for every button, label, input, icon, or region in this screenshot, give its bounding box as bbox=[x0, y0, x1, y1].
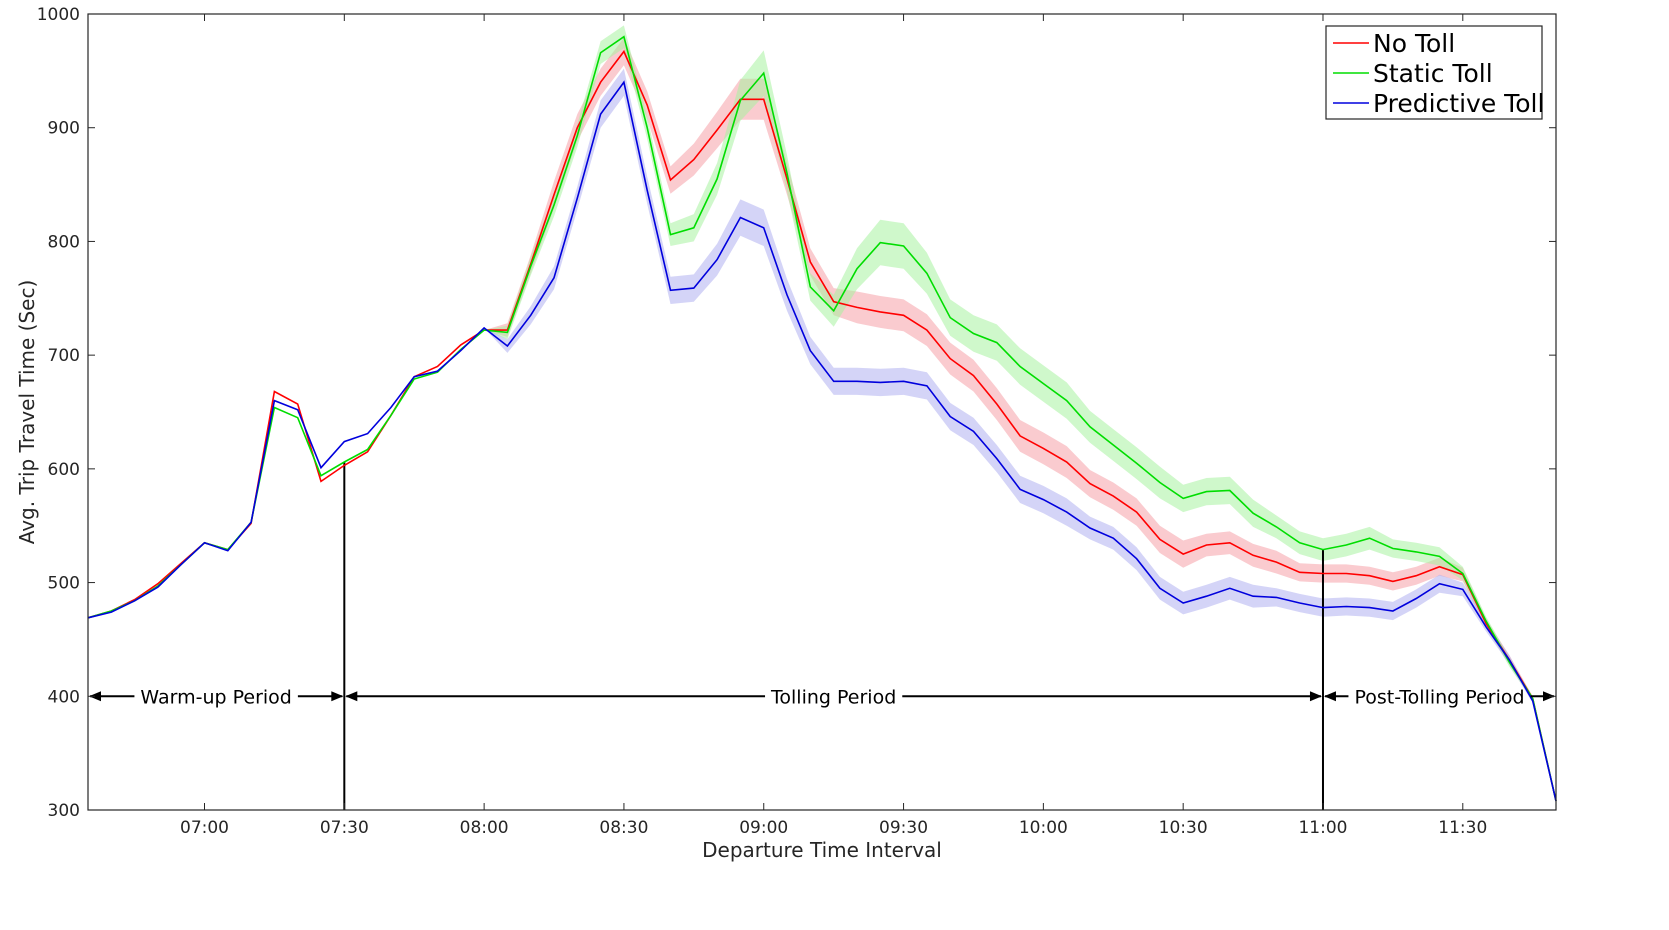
x-tick-label: 09:30 bbox=[879, 818, 928, 838]
x-tick-label: 11:30 bbox=[1438, 818, 1487, 838]
y-tick-label: 300 bbox=[48, 801, 80, 821]
x-axis-label: Departure Time Interval bbox=[702, 838, 942, 862]
y-tick-label: 900 bbox=[48, 119, 80, 139]
series-lines bbox=[87, 35, 1557, 802]
y-tick-label: 400 bbox=[48, 687, 80, 707]
arrowhead-right-0 bbox=[331, 691, 344, 702]
x-tick-label: 09:00 bbox=[739, 818, 788, 838]
x-tick-label: 07:00 bbox=[180, 818, 229, 838]
period-label-1: Tolling Period bbox=[770, 686, 896, 708]
x-tick-label: 10:00 bbox=[1019, 818, 1068, 838]
y-tick-label: 500 bbox=[48, 574, 80, 594]
plot-frame bbox=[87, 13, 1557, 811]
x-tick-label: 10:30 bbox=[1159, 818, 1208, 838]
x-tick-label: 08:00 bbox=[460, 818, 509, 838]
period-label-2: Post-Tolling Period bbox=[1354, 686, 1524, 708]
y-axis-label: Avg. Trip Travel Time (Sec) bbox=[15, 280, 39, 545]
legend-label-2: Predictive Toll bbox=[1373, 89, 1544, 118]
y-tick-label: 700 bbox=[48, 346, 80, 366]
band-1 bbox=[88, 25, 1556, 801]
period-label-0: Warm-up Period bbox=[140, 686, 291, 708]
x-tick-label: 08:30 bbox=[599, 818, 648, 838]
arrowhead-right-1 bbox=[1309, 691, 1322, 702]
x-tick-label: 11:00 bbox=[1298, 818, 1347, 838]
series-line-1 bbox=[87, 35, 1557, 802]
series-line-2 bbox=[87, 80, 1557, 802]
legend-label-1: Static Toll bbox=[1373, 59, 1493, 88]
arrowhead-left-1 bbox=[345, 691, 358, 702]
y-tick-label: 1000 bbox=[37, 5, 80, 25]
period-annotations: Warm-up Period Tolling Period Post-Tolling… bbox=[89, 686, 1555, 708]
arrowhead-left-2 bbox=[1323, 691, 1336, 702]
axes: 300 400 500 600 700 800 900 1000 07:00 07:30 08:00… bbox=[37, 5, 1557, 838]
y-tick-label: 600 bbox=[48, 460, 80, 480]
legend-label-0: No Toll bbox=[1373, 29, 1455, 58]
confidence-bands bbox=[88, 25, 1556, 801]
y-tick-label: 800 bbox=[48, 232, 80, 252]
series-line-0 bbox=[87, 49, 1557, 802]
period-dividers bbox=[343, 462, 1324, 810]
x-tick-label: 07:30 bbox=[320, 818, 369, 838]
